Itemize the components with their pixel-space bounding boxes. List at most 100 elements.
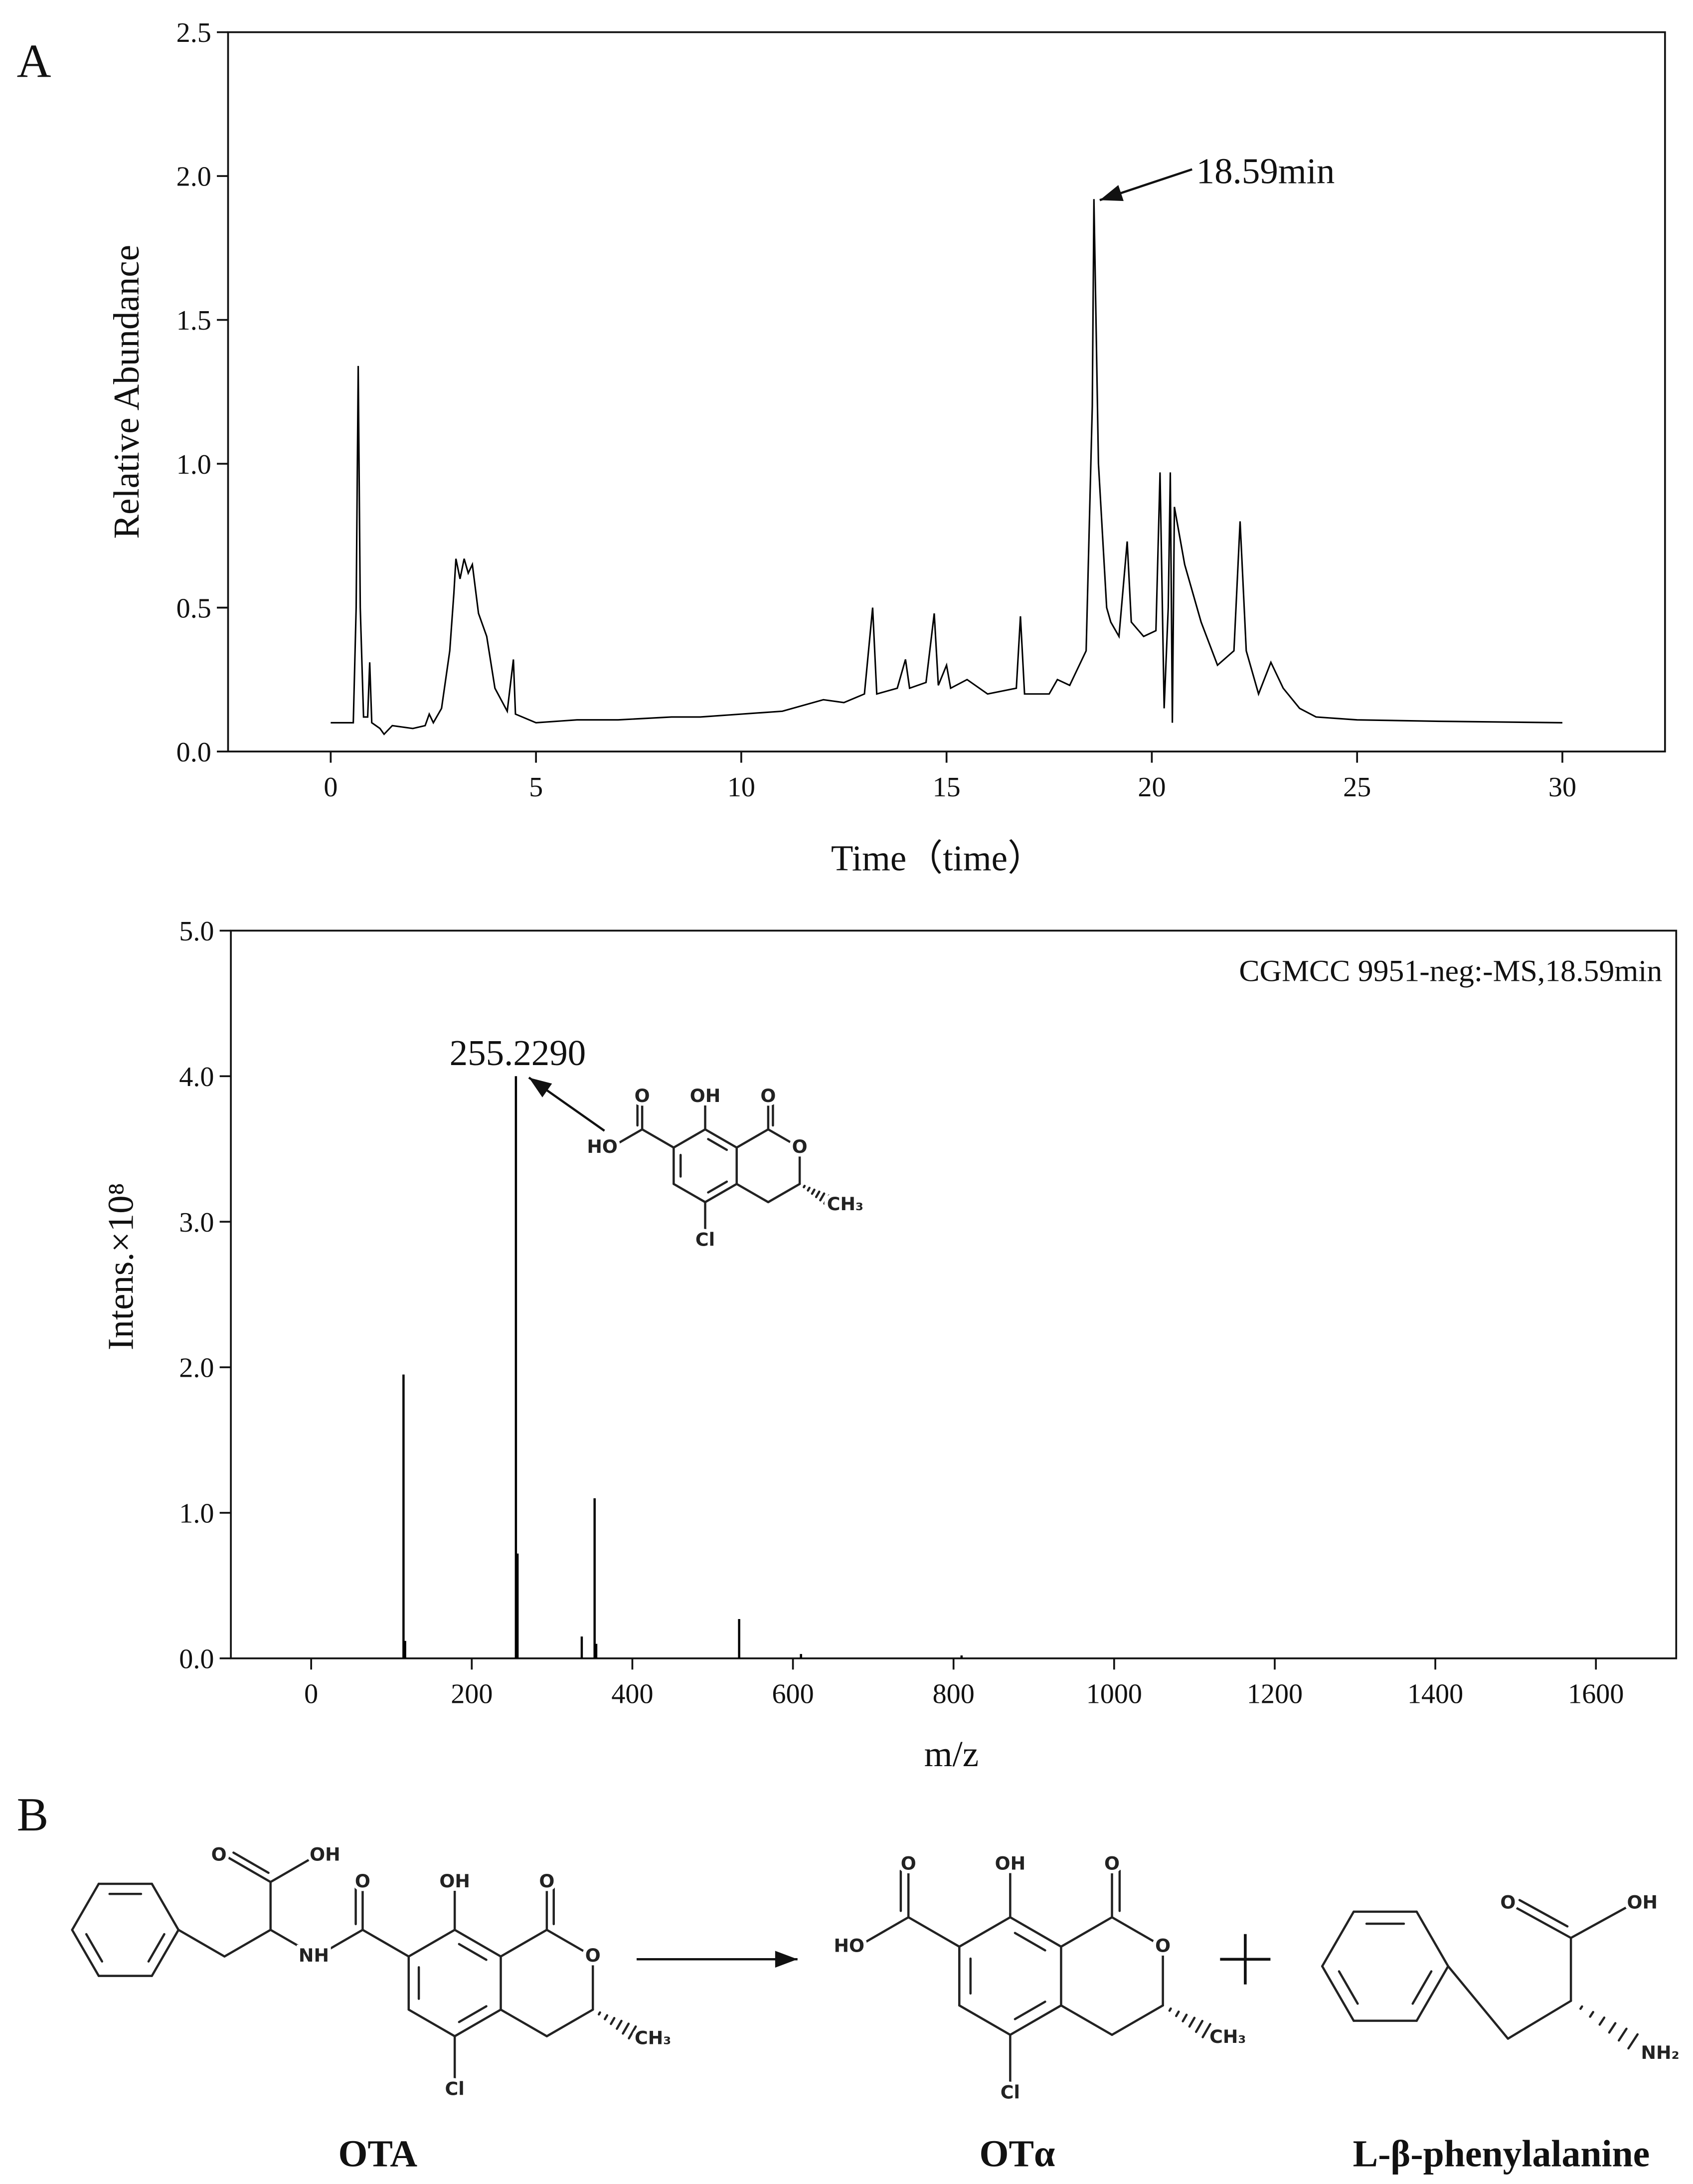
bond (673, 1183, 706, 1204)
bond (1589, 2010, 1594, 2018)
x-tick-label: 400 (611, 1679, 653, 1710)
y-tick-label: 4.0 (179, 1062, 214, 1092)
bond (1518, 1899, 1569, 1928)
chromatogram-line (331, 199, 1562, 735)
bond (1009, 1916, 1062, 1948)
x-axis-title: Time（time） (831, 838, 1044, 879)
bond (545, 1929, 594, 1958)
y-tick-label: 2.0 (176, 162, 211, 192)
bond (823, 1194, 831, 1205)
bond (71, 1929, 100, 1977)
bond (704, 1128, 738, 1149)
panel-label: B (17, 1788, 49, 1841)
y-tick-label: 0.0 (176, 737, 211, 768)
bond (735, 1128, 770, 1149)
bond (819, 1192, 826, 1202)
bond (147, 1933, 166, 1963)
bond (1168, 2007, 1172, 2012)
peak-arrow-head (1099, 185, 1124, 201)
atom-label: OH (995, 1852, 1026, 1874)
bond (151, 1929, 180, 1977)
y-tick-label: 0.0 (179, 1643, 214, 1674)
bond (458, 2005, 488, 2023)
atom-label: O (1500, 1891, 1516, 1913)
x-tick-label: 10 (727, 772, 755, 803)
compound-name: L-β-phenylalanine (1353, 2133, 1650, 2175)
compound-name: OTα (980, 2133, 1055, 2175)
atom-label: NH₂ (1641, 2042, 1680, 2063)
y-axis-title: Intens.×10⁸ (101, 1183, 141, 1350)
atom-label: Cl (1001, 2082, 1020, 2103)
bond (458, 1943, 488, 1961)
bond (1014, 2001, 1046, 2020)
bond (1321, 1965, 1355, 2022)
x-tick-label: 5 (529, 772, 543, 803)
x-tick-label: 1400 (1407, 1679, 1463, 1710)
bond (1338, 1970, 1359, 2005)
bond (269, 1854, 318, 1883)
bond (1111, 1916, 1164, 1948)
atom-label: O (539, 1870, 554, 1892)
bond (707, 1138, 728, 1151)
x-tick-label: 0 (304, 1679, 318, 1710)
atom-label: O (211, 1844, 227, 1865)
bond (1060, 1916, 1113, 1948)
peak-arrow-head (528, 1078, 552, 1097)
panel-label: A (17, 34, 51, 87)
bond (604, 2014, 609, 2020)
bond (315, 1929, 364, 1958)
reaction-arrow-head (775, 1951, 798, 1968)
bond (1411, 1970, 1433, 2005)
atom-label: HO (587, 1136, 618, 1157)
bond (361, 1929, 410, 1958)
x-tick-label: 1600 (1568, 1679, 1624, 1710)
y-tick-label: 5.0 (179, 916, 214, 947)
atom-label: NH (299, 1945, 329, 1966)
atom-label: HO (834, 1935, 865, 1956)
atom-label: O (355, 1870, 370, 1892)
atom-label: Cl (695, 1229, 715, 1250)
bond (1617, 2027, 1628, 2042)
bond (232, 1851, 270, 1874)
bond (453, 1929, 502, 1958)
atom-label: CH₃ (635, 2027, 671, 2049)
bond (1627, 2033, 1639, 2050)
bond (1009, 2004, 1062, 2036)
bond (1175, 2010, 1180, 2017)
atom-label: O (585, 1945, 601, 1966)
bond (1014, 1932, 1046, 1952)
bond (500, 2008, 548, 2037)
plot-frame (227, 31, 1666, 752)
x-tick-label: 30 (1548, 772, 1576, 803)
atom-label: O (1155, 1935, 1171, 1956)
bond (1201, 2023, 1211, 2038)
x-tick-label: 15 (933, 772, 961, 803)
bond (71, 1882, 100, 1931)
atom-label: O (1104, 1852, 1120, 1874)
bond (500, 1929, 548, 1958)
bond (1579, 2005, 1583, 2010)
x-axis-title: m/z (924, 1734, 979, 1774)
bond (958, 2004, 1012, 2036)
y-tick-label: 2.0 (179, 1353, 214, 1384)
y-tick-label: 3.0 (179, 1207, 214, 1238)
bond (673, 1128, 706, 1149)
bond (1447, 1965, 1510, 2040)
atom-label: OH (439, 1870, 470, 1892)
bond (1060, 2004, 1113, 2036)
bond (453, 2008, 502, 2037)
bond (1569, 1902, 1635, 1939)
bond (407, 1929, 456, 1958)
bond (807, 1186, 811, 1192)
bond (811, 1188, 816, 1195)
bond (907, 1916, 961, 1948)
annotation: 18.59min (1196, 151, 1335, 191)
bond (1111, 2004, 1164, 2036)
x-tick-label: 1200 (1247, 1679, 1303, 1710)
bond (610, 2016, 616, 2025)
x-tick-label: 800 (933, 1679, 975, 1710)
annotation: CGMCC 9951-neg:-MS,18.59min (1239, 954, 1662, 988)
bond (1608, 2022, 1617, 2034)
